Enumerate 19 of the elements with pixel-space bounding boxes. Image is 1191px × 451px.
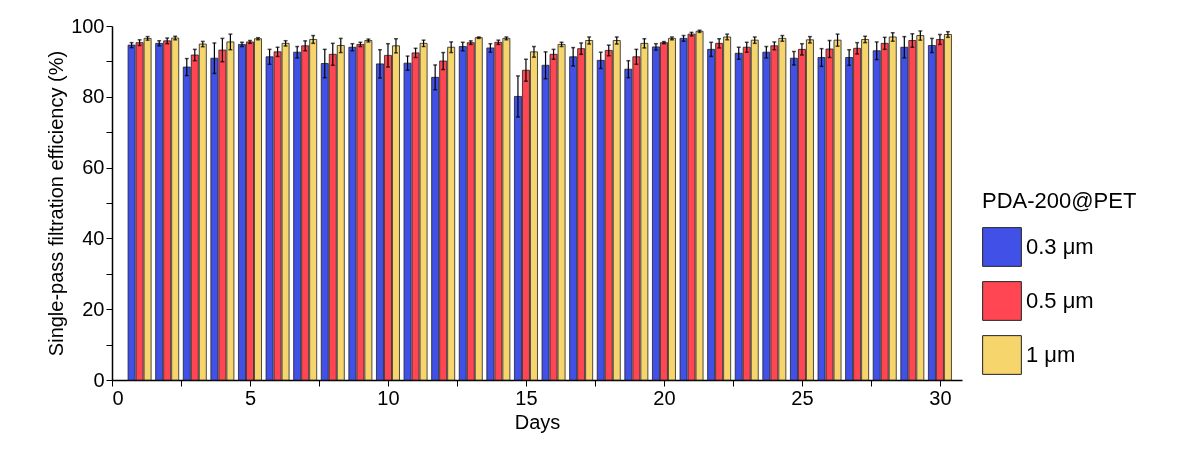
x-tick-label: 20 bbox=[653, 386, 676, 409]
y-tick-label: 100 bbox=[71, 14, 105, 37]
y-tick-label: 60 bbox=[82, 156, 105, 179]
x-tick-label: 30 bbox=[929, 386, 952, 409]
y-axis-title: Single-pass filtration efficiency (%) bbox=[45, 50, 68, 357]
x-tick-label: 0 bbox=[112, 386, 124, 409]
x-tick-label: 5 bbox=[244, 386, 257, 409]
y-tick-label: 0 bbox=[93, 368, 105, 391]
x-tick-label: 15 bbox=[515, 386, 538, 409]
legend-title: PDA-200@PET bbox=[982, 188, 1137, 213]
x-tick-label: 10 bbox=[377, 386, 400, 409]
y-tick-label: 40 bbox=[82, 226, 105, 249]
x-axis-title: Days bbox=[514, 410, 561, 433]
legend-label: 0.5 μm bbox=[1026, 288, 1094, 313]
y-tick-label: 20 bbox=[82, 297, 105, 320]
x-tick-label: 25 bbox=[791, 386, 814, 409]
legend-label: 0.3 μm bbox=[1026, 234, 1094, 259]
legend-label: 1 μm bbox=[1026, 342, 1076, 367]
y-tick-label: 80 bbox=[82, 85, 105, 108]
